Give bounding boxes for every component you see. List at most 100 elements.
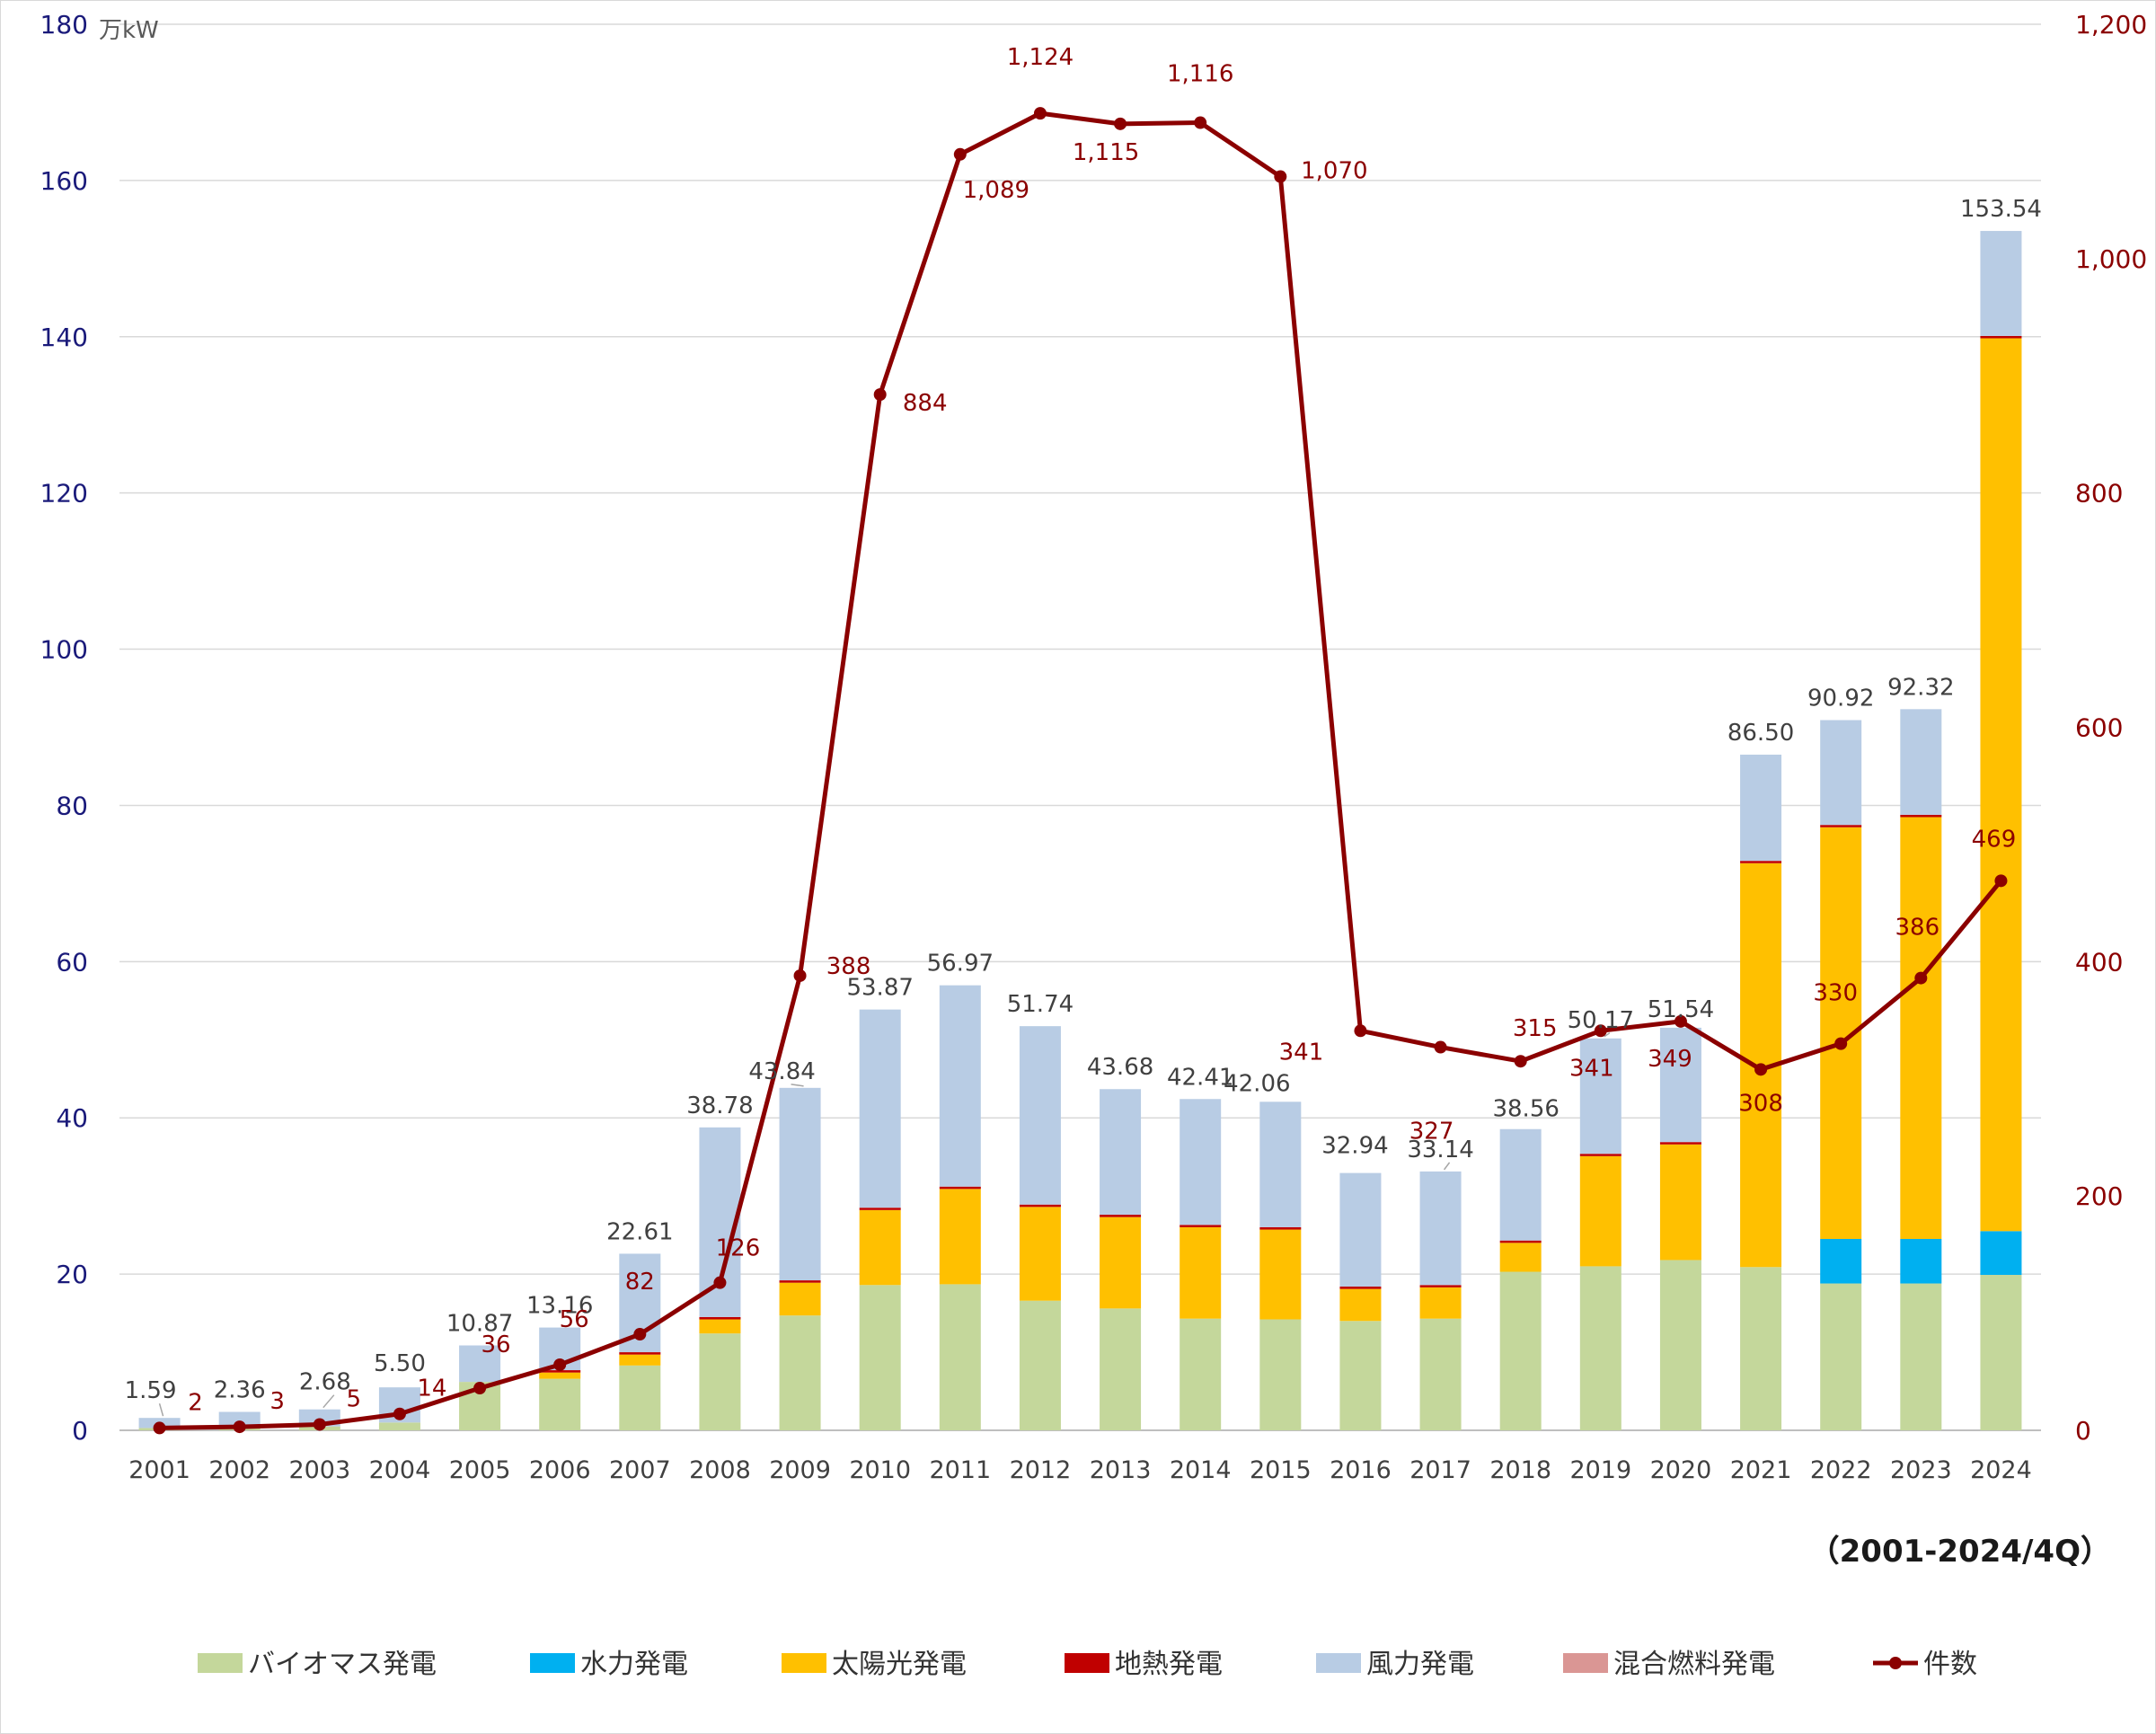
- bar-segment: [1419, 1318, 1462, 1430]
- bar-segment: [1740, 861, 1782, 863]
- bar-segment: [859, 1208, 901, 1210]
- count-point: [233, 1420, 246, 1434]
- total-label: 5.50: [374, 1350, 426, 1377]
- y-left-tick-label: 40: [56, 1103, 88, 1133]
- count-point: [953, 147, 967, 161]
- bar-segment: [218, 1411, 261, 1428]
- count-point: [1674, 1014, 1687, 1028]
- bar-segment: [1900, 1238, 1942, 1284]
- legend-swatch: [1316, 1653, 1361, 1673]
- bar-segment: [619, 1352, 661, 1355]
- count-label: 341: [1569, 1055, 1614, 1082]
- count-label: 330: [1813, 980, 1858, 1007]
- bar-segment: [1180, 1225, 1222, 1227]
- period-note: （2001-2024/4Q）: [1809, 1534, 2111, 1570]
- count-point: [1033, 107, 1047, 120]
- bars: [138, 231, 2022, 1430]
- x-tick-label: 2003: [288, 1456, 350, 1484]
- total-label: 53.87: [846, 975, 913, 1002]
- legend-swatch: [1889, 1657, 1902, 1669]
- bar-segment: [779, 1087, 821, 1281]
- bar-segment: [1980, 231, 2022, 336]
- y-right-tick-label: 600: [2075, 713, 2123, 743]
- bar-segment: [1259, 1226, 1302, 1230]
- count-point: [473, 1382, 487, 1395]
- count-point: [1514, 1055, 1527, 1068]
- leader-line: [158, 1402, 164, 1417]
- count-line: [153, 107, 2008, 1435]
- bar-segment: [1100, 1089, 1142, 1216]
- count-point: [1194, 116, 1207, 129]
- count-point: [873, 388, 887, 402]
- bar-segment: [699, 1333, 741, 1430]
- total-label: 42.06: [1224, 1070, 1290, 1097]
- x-tick-label: 2020: [1650, 1456, 1712, 1484]
- y-left-tick-label: 120: [40, 479, 88, 509]
- bar-segment: [939, 985, 981, 1187]
- bar-segment: [1900, 814, 1942, 818]
- legend-swatch: [1563, 1653, 1608, 1673]
- count-point: [393, 1407, 406, 1420]
- x-tick-label: 2021: [1730, 1456, 1792, 1484]
- x-tick-label: 2009: [769, 1456, 831, 1484]
- legend-label: 水力発電: [580, 1649, 688, 1680]
- leader-line: [1604, 1032, 1611, 1038]
- count-label: 82: [625, 1269, 655, 1296]
- bar-segment: [1339, 1288, 1382, 1322]
- legend-label: 風力発電: [1366, 1649, 1474, 1680]
- bar-segment: [539, 1372, 581, 1379]
- legend-swatch: [530, 1653, 575, 1673]
- count-point: [1434, 1040, 1447, 1054]
- grid-lines: [119, 23, 2041, 1431]
- count-label: 349: [1648, 1046, 1692, 1073]
- bar-segment: [539, 1378, 581, 1430]
- count-label: 386: [1895, 915, 1940, 942]
- count-point: [1754, 1063, 1768, 1076]
- total-label: 43.68: [1087, 1054, 1153, 1081]
- bar-segment: [779, 1280, 821, 1283]
- count-point: [553, 1358, 567, 1371]
- x-tick-label: 2012: [1010, 1456, 1072, 1484]
- legend-label: バイオマス発電: [248, 1649, 437, 1680]
- leader-line: [791, 1084, 804, 1087]
- x-tick-label: 2015: [1250, 1456, 1312, 1484]
- bar-segment: [699, 1319, 741, 1334]
- bar-segment: [1820, 720, 1862, 826]
- count-label: 327: [1409, 1119, 1454, 1146]
- bar-segment: [1100, 1215, 1142, 1217]
- bar-segment: [1579, 1266, 1621, 1430]
- total-label: 43.84: [748, 1058, 815, 1085]
- bar-segment: [1659, 1142, 1701, 1145]
- y-left-tick-label: 80: [56, 791, 88, 820]
- bar-segment: [779, 1282, 821, 1316]
- bar-segment: [1019, 1204, 1061, 1208]
- axes: 万kW （2001-2024/4Q） 020406080100120140160…: [40, 10, 2148, 1570]
- bar-segment: [939, 1189, 981, 1285]
- y-right-tick-label: 400: [2075, 947, 2123, 977]
- bar-segment: [1980, 1231, 2022, 1275]
- bar-segment: [1820, 1283, 1862, 1430]
- count-label: 36: [482, 1331, 511, 1358]
- count-point: [793, 969, 807, 982]
- x-tick-label: 2022: [1810, 1456, 1872, 1484]
- legend-swatch: [198, 1653, 243, 1673]
- x-tick-label: 2013: [1090, 1456, 1152, 1484]
- y-left-tick-label: 60: [56, 947, 88, 977]
- bar-segment: [1820, 1238, 1862, 1284]
- legend-label: 太陽光発電: [832, 1649, 967, 1680]
- y-right-tick-label: 0: [2075, 1416, 2091, 1446]
- bar-segment: [1740, 754, 1782, 862]
- total-label: 38.78: [686, 1093, 753, 1119]
- bar-segment: [1180, 1318, 1222, 1430]
- count-label: 2: [188, 1389, 203, 1416]
- count-label: 884: [903, 390, 948, 417]
- x-tick-label: 2014: [1170, 1456, 1232, 1484]
- bar-segment: [779, 1315, 821, 1430]
- bar-segment: [1419, 1285, 1462, 1287]
- y-left-tick-label: 0: [72, 1416, 88, 1446]
- total-label: 92.32: [1887, 674, 1954, 701]
- leader-line: [323, 1394, 335, 1409]
- y-axis-unit: 万kW: [99, 17, 159, 44]
- bar-segment: [1019, 1300, 1061, 1430]
